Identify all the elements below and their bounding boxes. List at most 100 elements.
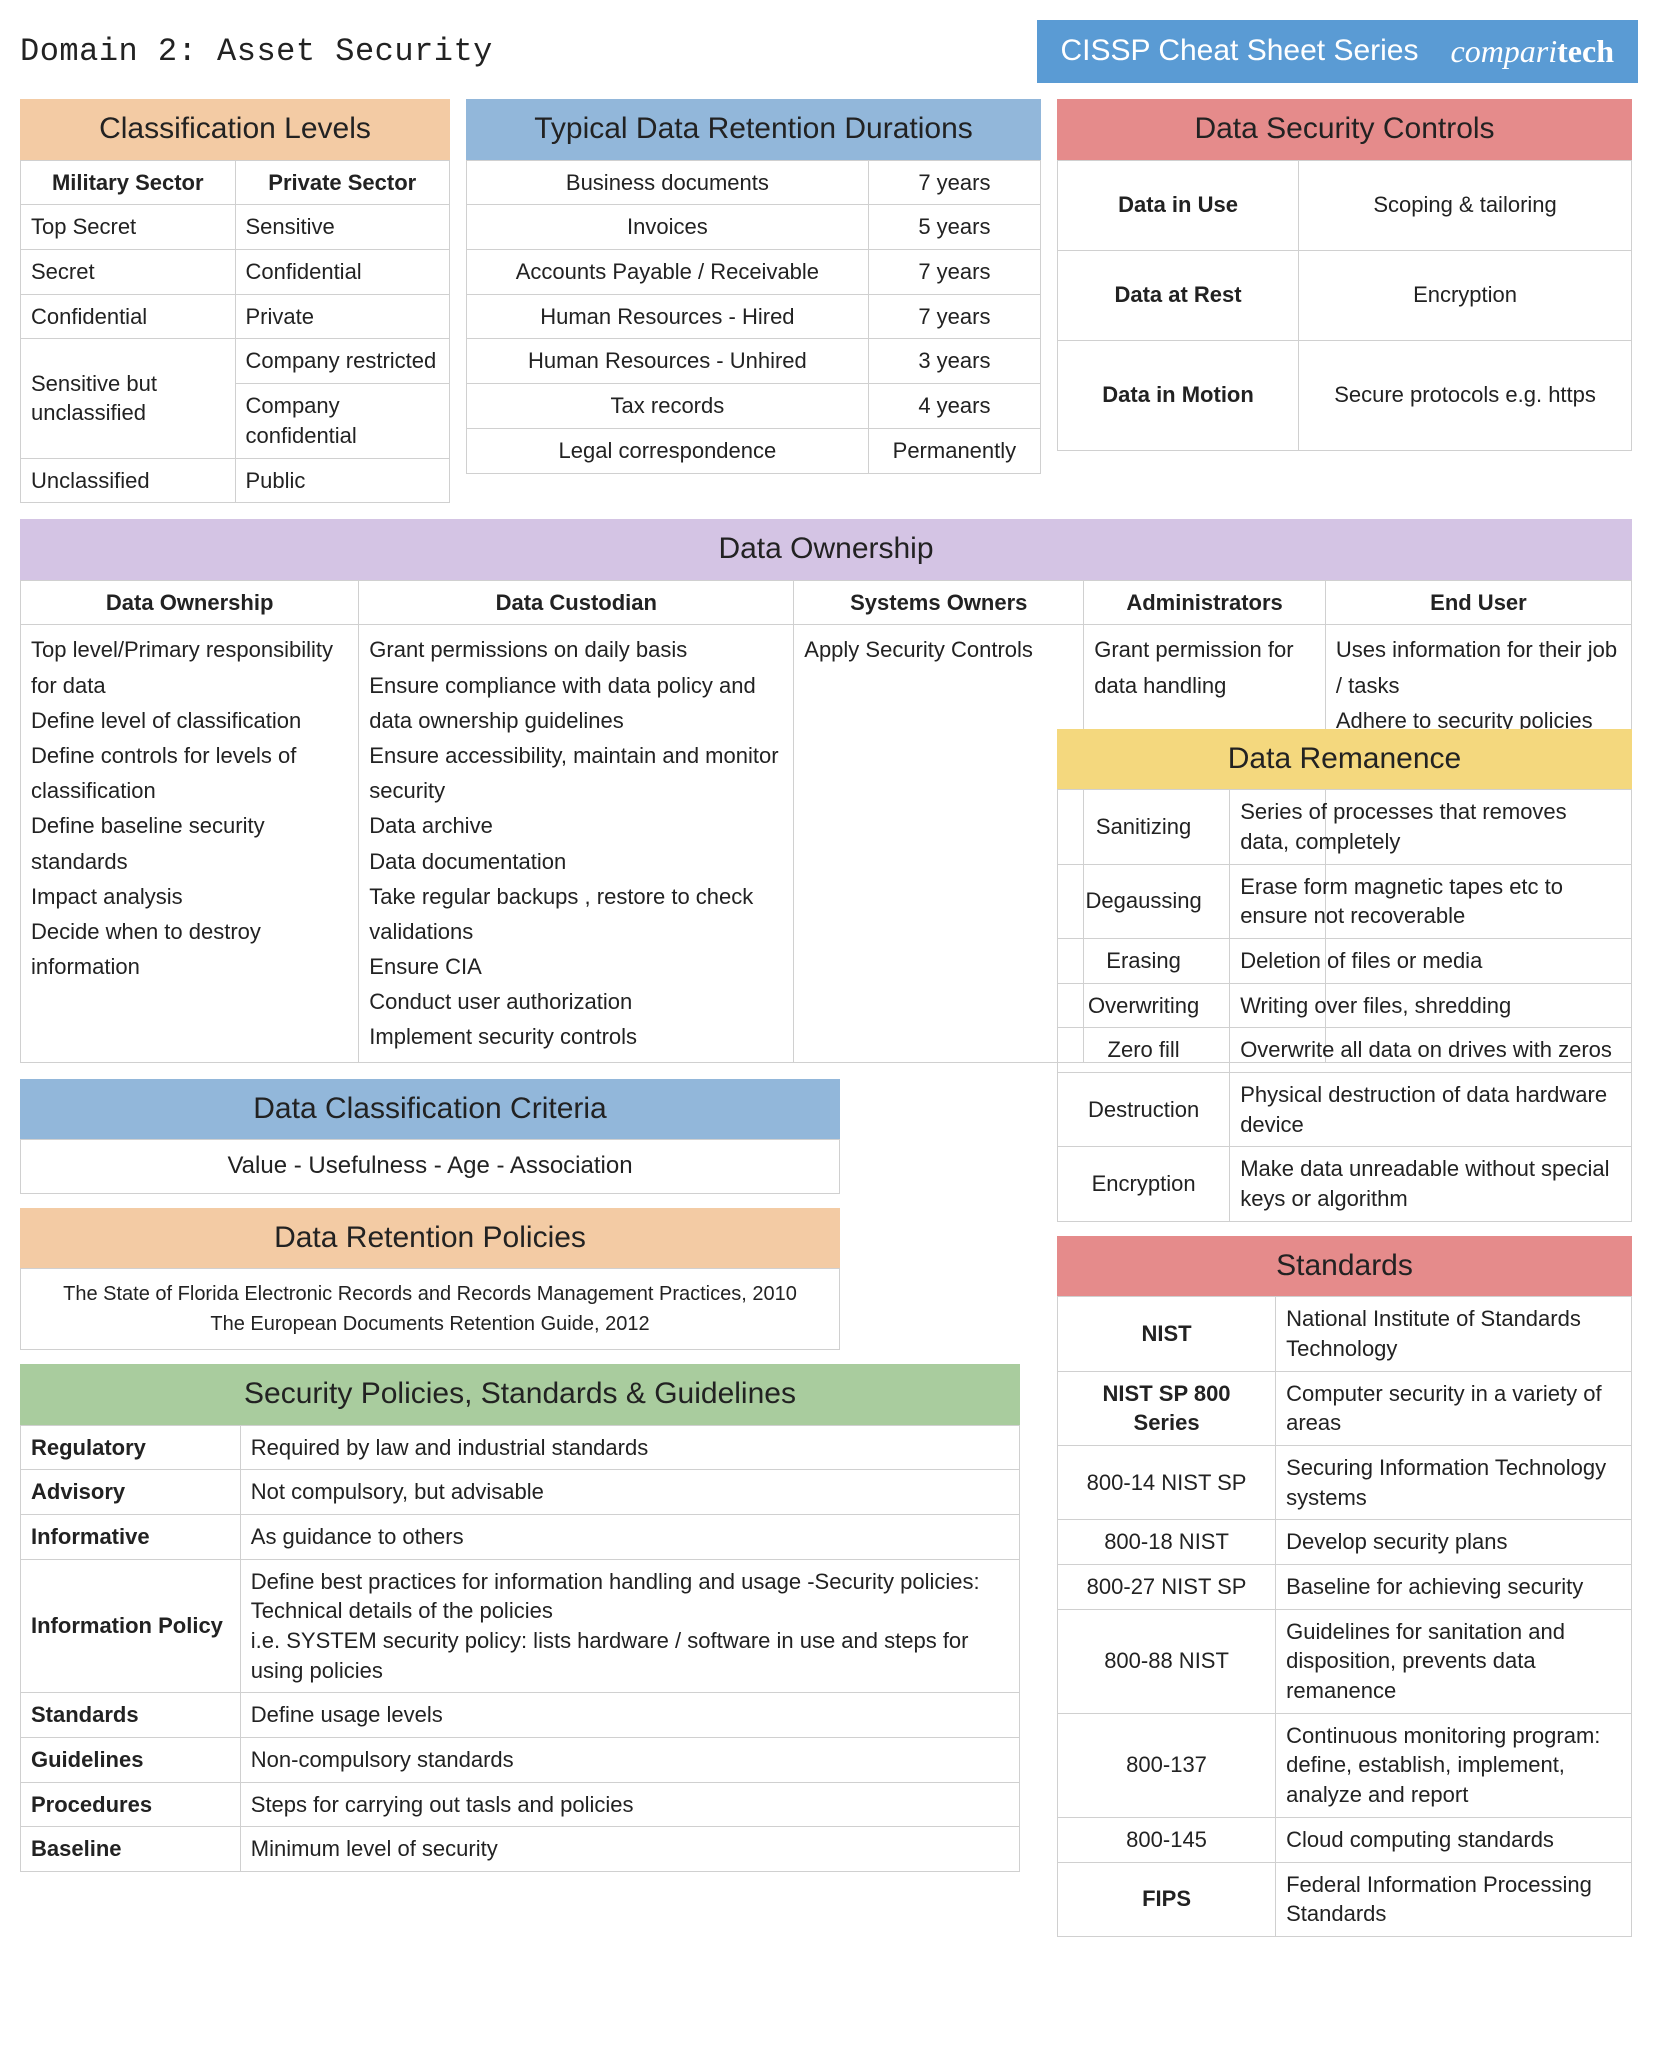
table-row: StandardsDefine usage levels xyxy=(21,1693,1020,1738)
table-row: ErasingDeletion of files or media xyxy=(1058,938,1632,983)
retention-durations-title: Typical Data Retention Durations xyxy=(466,99,1041,160)
data-ownership-title: Data Ownership xyxy=(20,519,1632,580)
data-remanence-table: SanitizingSeries of processes that remov… xyxy=(1057,789,1632,1222)
table-row: DestructionPhysical destruction of data … xyxy=(1058,1072,1632,1146)
table-cell: Develop security plans xyxy=(1276,1520,1632,1565)
retention-policies-title: Data Retention Policies xyxy=(20,1208,840,1269)
table-row: UnclassifiedPublic xyxy=(21,458,450,503)
policies-guidelines-title: Security Policies, Standards & Guideline… xyxy=(20,1364,1020,1425)
table-row: ProceduresSteps for carrying out tasls a… xyxy=(21,1782,1020,1827)
table-cell: Securing Information Technology systems xyxy=(1276,1445,1632,1519)
table-cell: Sensitive xyxy=(235,205,450,250)
table-row: BaselineMinimum level of security xyxy=(21,1827,1020,1872)
table-cell: Public xyxy=(235,458,450,503)
table-row: ConfidentialPrivate xyxy=(21,294,450,339)
retention-durations-section: Typical Data Retention Durations Busines… xyxy=(466,99,1041,473)
table-cell: Make data unreadable without special key… xyxy=(1230,1147,1632,1221)
series-label: CISSP Cheat Sheet Series xyxy=(1061,31,1419,72)
table-cell: Encryption xyxy=(1058,1147,1230,1221)
table-cell: Guidelines for sanitation and dispositio… xyxy=(1276,1609,1632,1713)
table-row: Data in MotionSecure protocols e.g. http… xyxy=(1058,340,1632,450)
table-row: Human Resources - Hired7 years xyxy=(467,294,1041,339)
table-cell: Physical destruction of data hardware de… xyxy=(1230,1072,1632,1146)
table-cell: Non-compulsory standards xyxy=(240,1738,1019,1783)
table-cell: FIPS xyxy=(1058,1862,1276,1936)
standards-section: Standards NISTNational Institute of Stan… xyxy=(1057,1236,1632,1937)
table-row: NIST SP 800 SeriesComputer security in a… xyxy=(1058,1371,1632,1445)
right-stack: Data Remanence SanitizingSeries of proce… xyxy=(1057,729,1632,1937)
table-cell: Sensitive but unclassified xyxy=(21,339,236,458)
table-cell: Guidelines xyxy=(21,1738,241,1783)
table-row: NISTNational Institute of Standards Tech… xyxy=(1058,1297,1632,1371)
table-header-cell: End User xyxy=(1325,580,1631,625)
table-cell: 7 years xyxy=(868,250,1040,295)
classification-levels-table: Military Sector Private Sector Top Secre… xyxy=(20,160,450,504)
table-cell: Confidential xyxy=(235,250,450,295)
table-cell: 800-88 NIST xyxy=(1058,1609,1276,1713)
col-private: Private Sector xyxy=(235,160,450,205)
table-row: AdvisoryNot compulsory, but advisable xyxy=(21,1470,1020,1515)
table-cell: Company confidential xyxy=(235,384,450,458)
security-controls-table: Data in UseScoping & tailoringData at Re… xyxy=(1057,160,1632,451)
table-cell: Define usage levels xyxy=(240,1693,1019,1738)
table-cell: Permanently xyxy=(868,428,1040,473)
table-cell: Advisory xyxy=(21,1470,241,1515)
table-cell: Secret xyxy=(21,250,236,295)
table-cell: 4 years xyxy=(868,384,1040,429)
table-cell: Steps for carrying out tasls and policie… xyxy=(240,1782,1019,1827)
table-row: 800-14 NIST SPSecuring Information Techn… xyxy=(1058,1445,1632,1519)
table-row: Legal correspondencePermanently xyxy=(467,428,1041,473)
table-cell: Informative xyxy=(21,1514,241,1559)
data-remanence-title: Data Remanence xyxy=(1057,729,1632,790)
table-cell: Not compulsory, but advisable xyxy=(240,1470,1019,1515)
table-row: GuidelinesNon-compulsory standards xyxy=(21,1738,1020,1783)
table-cell: Procedures xyxy=(21,1782,241,1827)
table-cell: Encryption xyxy=(1299,250,1632,340)
page-header: Domain 2: Asset Security CISSP Cheat She… xyxy=(20,20,1638,83)
table-header-row: Military Sector Private Sector xyxy=(21,160,450,205)
table-cell: Grant permissions on daily basisEnsure c… xyxy=(359,625,794,1062)
table-cell: Information Policy xyxy=(21,1559,241,1693)
table-cell: Destruction xyxy=(1058,1072,1230,1146)
table-cell: Apply Security Controls xyxy=(794,625,1084,1062)
table-cell: Data in Motion xyxy=(1058,340,1299,450)
table-header-cell: Data Ownership xyxy=(21,580,359,625)
table-cell: 800-18 NIST xyxy=(1058,1520,1276,1565)
table-row: Data at RestEncryption xyxy=(1058,250,1632,340)
table-cell: Private xyxy=(235,294,450,339)
policies-guidelines-section: Security Policies, Standards & Guideline… xyxy=(20,1364,1020,1872)
table-cell: Writing over files, shredding xyxy=(1230,983,1632,1028)
table-cell: Define best practices for information ha… xyxy=(240,1559,1019,1693)
retention-policies-section: Data Retention Policies The State of Flo… xyxy=(20,1208,840,1351)
table-cell: Business documents xyxy=(467,160,869,205)
brand-suffix: tech xyxy=(1557,33,1614,69)
table-cell: Data in Use xyxy=(1058,160,1299,250)
standards-table: NISTNational Institute of Standards Tech… xyxy=(1057,1296,1632,1937)
table-row: Human Resources - Unhired3 years xyxy=(467,339,1041,384)
table-row: Data in UseScoping & tailoring xyxy=(1058,160,1632,250)
table-row: Accounts Payable / Receivable7 years xyxy=(467,250,1041,295)
table-cell: Cloud computing standards xyxy=(1276,1817,1632,1862)
table-cell: Human Resources - Hired xyxy=(467,294,869,339)
table-row: RegulatoryRequired by law and industrial… xyxy=(21,1425,1020,1470)
table-cell: 800-14 NIST SP xyxy=(1058,1445,1276,1519)
table-cell: As guidance to others xyxy=(240,1514,1019,1559)
retention-durations-table: Business documents7 yearsInvoices5 years… xyxy=(466,160,1041,474)
table-cell: Human Resources - Unhired xyxy=(467,339,869,384)
table-cell: Top level/Primary responsibility for dat… xyxy=(21,625,359,1062)
table-cell: NIST xyxy=(1058,1297,1276,1371)
table-row: OverwritingWriting over files, shredding xyxy=(1058,983,1632,1028)
table-cell: NIST SP 800 Series xyxy=(1058,1371,1276,1445)
table-cell: Minimum level of security xyxy=(240,1827,1019,1872)
standards-title: Standards xyxy=(1057,1236,1632,1297)
table-cell: Required by law and industrial standards xyxy=(240,1425,1019,1470)
table-cell: Degaussing xyxy=(1058,864,1230,938)
table-cell: Standards xyxy=(21,1693,241,1738)
classification-criteria-title: Data Classification Criteria xyxy=(20,1079,840,1140)
table-row: Zero fillOverwrite all data on drives wi… xyxy=(1058,1028,1632,1073)
classification-criteria-section: Data Classification Criteria Value - Use… xyxy=(20,1079,840,1194)
data-remanence-section: Data Remanence SanitizingSeries of proce… xyxy=(1057,729,1632,1222)
table-cell: Sanitizing xyxy=(1058,790,1230,864)
table-cell: Baseline for achieving security xyxy=(1276,1565,1632,1610)
security-controls-title: Data Security Controls xyxy=(1057,99,1632,160)
